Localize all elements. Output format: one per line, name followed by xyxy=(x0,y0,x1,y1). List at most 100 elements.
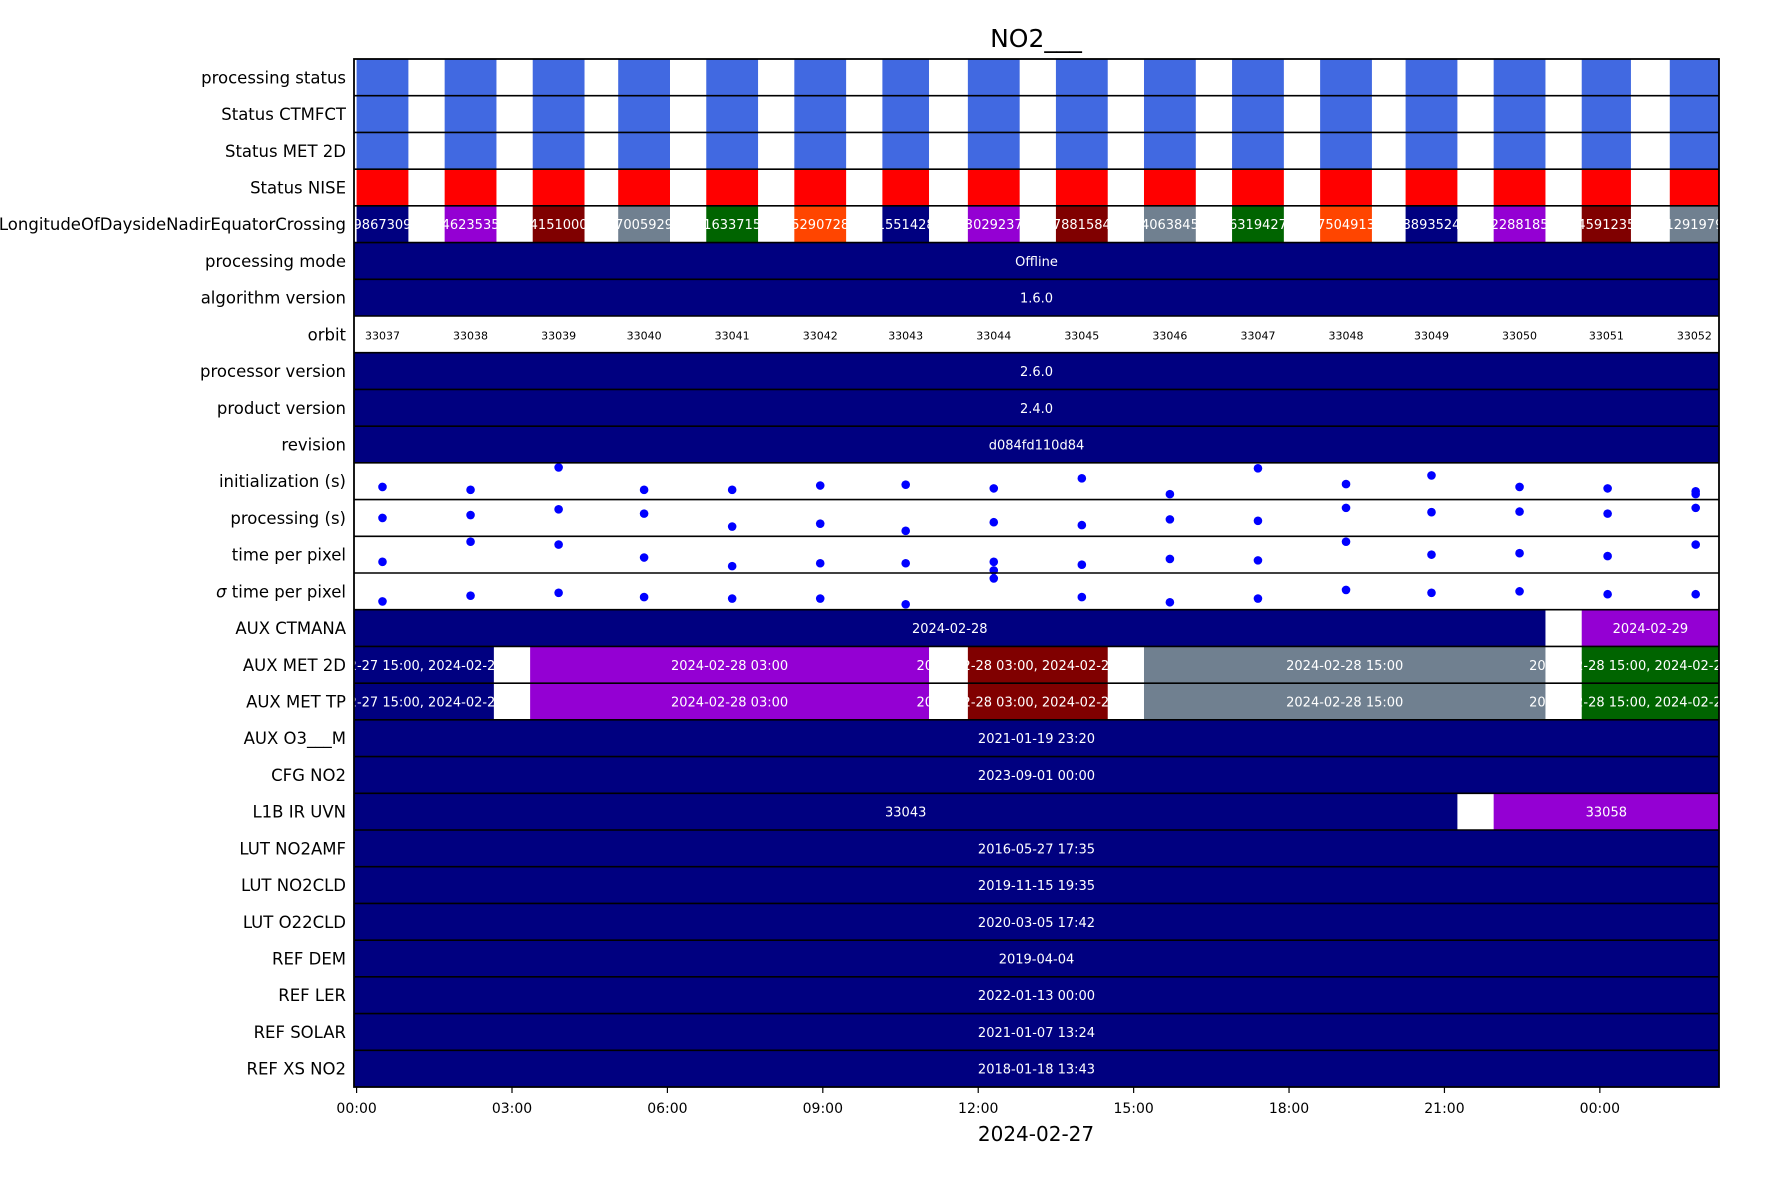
status-cell xyxy=(794,95,847,133)
status-cell xyxy=(618,95,670,133)
longitude-cell xyxy=(444,205,497,243)
longitude-cell xyxy=(356,205,409,243)
span-bar xyxy=(354,793,1458,830)
orbit-number: 33041 xyxy=(715,329,750,342)
x-tick-label: 21:00 xyxy=(1424,1101,1464,1117)
row-label: revision xyxy=(281,436,346,455)
span-bar xyxy=(354,756,1719,794)
longitude-cell xyxy=(1581,205,1631,243)
span-bar xyxy=(354,426,1719,463)
status-cell xyxy=(1320,132,1372,170)
orbit-number: 33048 xyxy=(1329,329,1364,342)
row-label: REF DEM xyxy=(272,950,346,969)
row-cfg-no2: 2023-09-01 00:00 xyxy=(354,756,1719,794)
span-bar xyxy=(354,719,1719,757)
x-tick-label: 00:00 xyxy=(1580,1101,1620,1117)
data-point xyxy=(639,509,649,518)
longitude-value: 7504913 xyxy=(1317,218,1375,233)
span-bar xyxy=(354,242,1719,280)
status-cell xyxy=(1055,59,1108,96)
status-cell xyxy=(706,95,759,133)
status-cell xyxy=(706,132,759,170)
row-algorithm-version: 1.6.0 xyxy=(354,279,1719,316)
row-label: AUX MET TP xyxy=(246,693,346,712)
status-cell xyxy=(1405,59,1458,96)
row-label: LUT O22CLD xyxy=(243,913,346,932)
longitude-value: 5290728 xyxy=(791,218,849,233)
span-label: 2024-02-28 15:00 xyxy=(1286,659,1403,674)
plot-area: 9867309 1.14 4623535 1.74 4151000 1.75 7005929… xyxy=(353,58,1720,1088)
row-longitudeofdaysidenadirequatorcrossing: 9867309 1.14 4623535 1.74 4151000 1.75 7005929… xyxy=(354,205,1719,243)
status-cell xyxy=(967,132,1020,170)
orbit-number: 33047 xyxy=(1240,329,1275,342)
status-cell xyxy=(1320,169,1372,206)
row-lut-o22cld: 2020-03-05 17:42 xyxy=(354,903,1719,941)
data-point xyxy=(989,517,999,527)
span-bar xyxy=(354,1013,1719,1051)
status-cell xyxy=(1143,59,1196,96)
row-label-text: time per pixel xyxy=(227,582,346,601)
span-bar xyxy=(354,683,494,720)
row-ref-ler: 2022-01-13 00:00 xyxy=(354,976,1719,1014)
status-cell xyxy=(1669,132,1719,170)
row-lut-no2amf: 2016-05-27 17:35 xyxy=(354,830,1719,867)
span-label: 2.6.0 xyxy=(1020,365,1053,380)
data-point xyxy=(1515,507,1524,516)
longitude-gap-value: 1.76 xyxy=(1023,218,1052,233)
longitude-cell xyxy=(618,205,670,243)
data-point xyxy=(1691,589,1700,599)
data-point xyxy=(1253,556,1263,565)
longitude-cell xyxy=(1493,205,1546,243)
status-cell xyxy=(532,95,585,133)
status-cell xyxy=(1581,169,1631,206)
data-point xyxy=(1165,489,1175,499)
span-label: 2019-11-15 19:35 xyxy=(978,879,1095,894)
status-cell xyxy=(532,59,585,96)
x-axis: 00:00 03:00 06:00 09:00 12:00 15:00 18:00 21:00… xyxy=(336,1087,1620,1117)
data-point xyxy=(727,522,737,531)
span-label: 2016-05-27 17:35 xyxy=(978,842,1095,857)
span-bar xyxy=(1493,793,1719,830)
data-point xyxy=(554,540,563,549)
row-label: REF XS NO2 xyxy=(247,1060,346,1079)
data-point xyxy=(727,594,737,603)
orbit-number: 33052 xyxy=(1677,329,1712,342)
status-cell xyxy=(444,59,497,96)
status-cell xyxy=(1405,95,1458,133)
longitude-value: 6319427 xyxy=(1229,218,1287,233)
row-label: processing status xyxy=(201,68,346,87)
longitude-gap-value: 1.86 xyxy=(1111,218,1140,233)
row-revision: d084fd110d84 xyxy=(354,426,1719,463)
row-label: LUT NO2CLD xyxy=(241,876,346,895)
row-ref-xs-no2: 2018-01-18 13:43 xyxy=(354,1050,1719,1087)
longitude-value: 8893524 xyxy=(1403,218,1461,233)
data-point xyxy=(1427,507,1436,517)
row-processing-mode: Offline xyxy=(354,242,1719,280)
status-cell xyxy=(1320,95,1372,133)
data-point xyxy=(378,513,387,523)
row-label: processing (s) xyxy=(230,509,346,528)
data-point xyxy=(1427,550,1436,559)
longitude-gap-value: 1.77 xyxy=(1461,218,1490,233)
span-bar xyxy=(1143,646,1546,684)
span-bar xyxy=(530,646,930,684)
longitude-value: 1551428 xyxy=(877,218,935,233)
row-label: processor version xyxy=(200,362,346,381)
longitude-cell xyxy=(882,205,930,243)
row-l1b-ir-uvn: 33043 33058 xyxy=(354,793,1719,830)
status-cell xyxy=(706,59,759,96)
data-point xyxy=(815,481,825,490)
data-point xyxy=(1165,515,1175,524)
status-cell xyxy=(356,169,409,206)
status-cell xyxy=(532,169,585,206)
status-cell xyxy=(1581,59,1631,96)
status-cell xyxy=(1232,169,1284,206)
data-point xyxy=(1253,463,1263,473)
data-point xyxy=(815,558,825,568)
status-cell xyxy=(1055,169,1108,206)
data-point xyxy=(1077,520,1087,530)
data-point xyxy=(639,592,649,602)
span-label: d084fd110d84 xyxy=(989,439,1085,454)
status-cell xyxy=(1493,95,1546,133)
row-label: LUT NO2AMF xyxy=(239,839,346,858)
